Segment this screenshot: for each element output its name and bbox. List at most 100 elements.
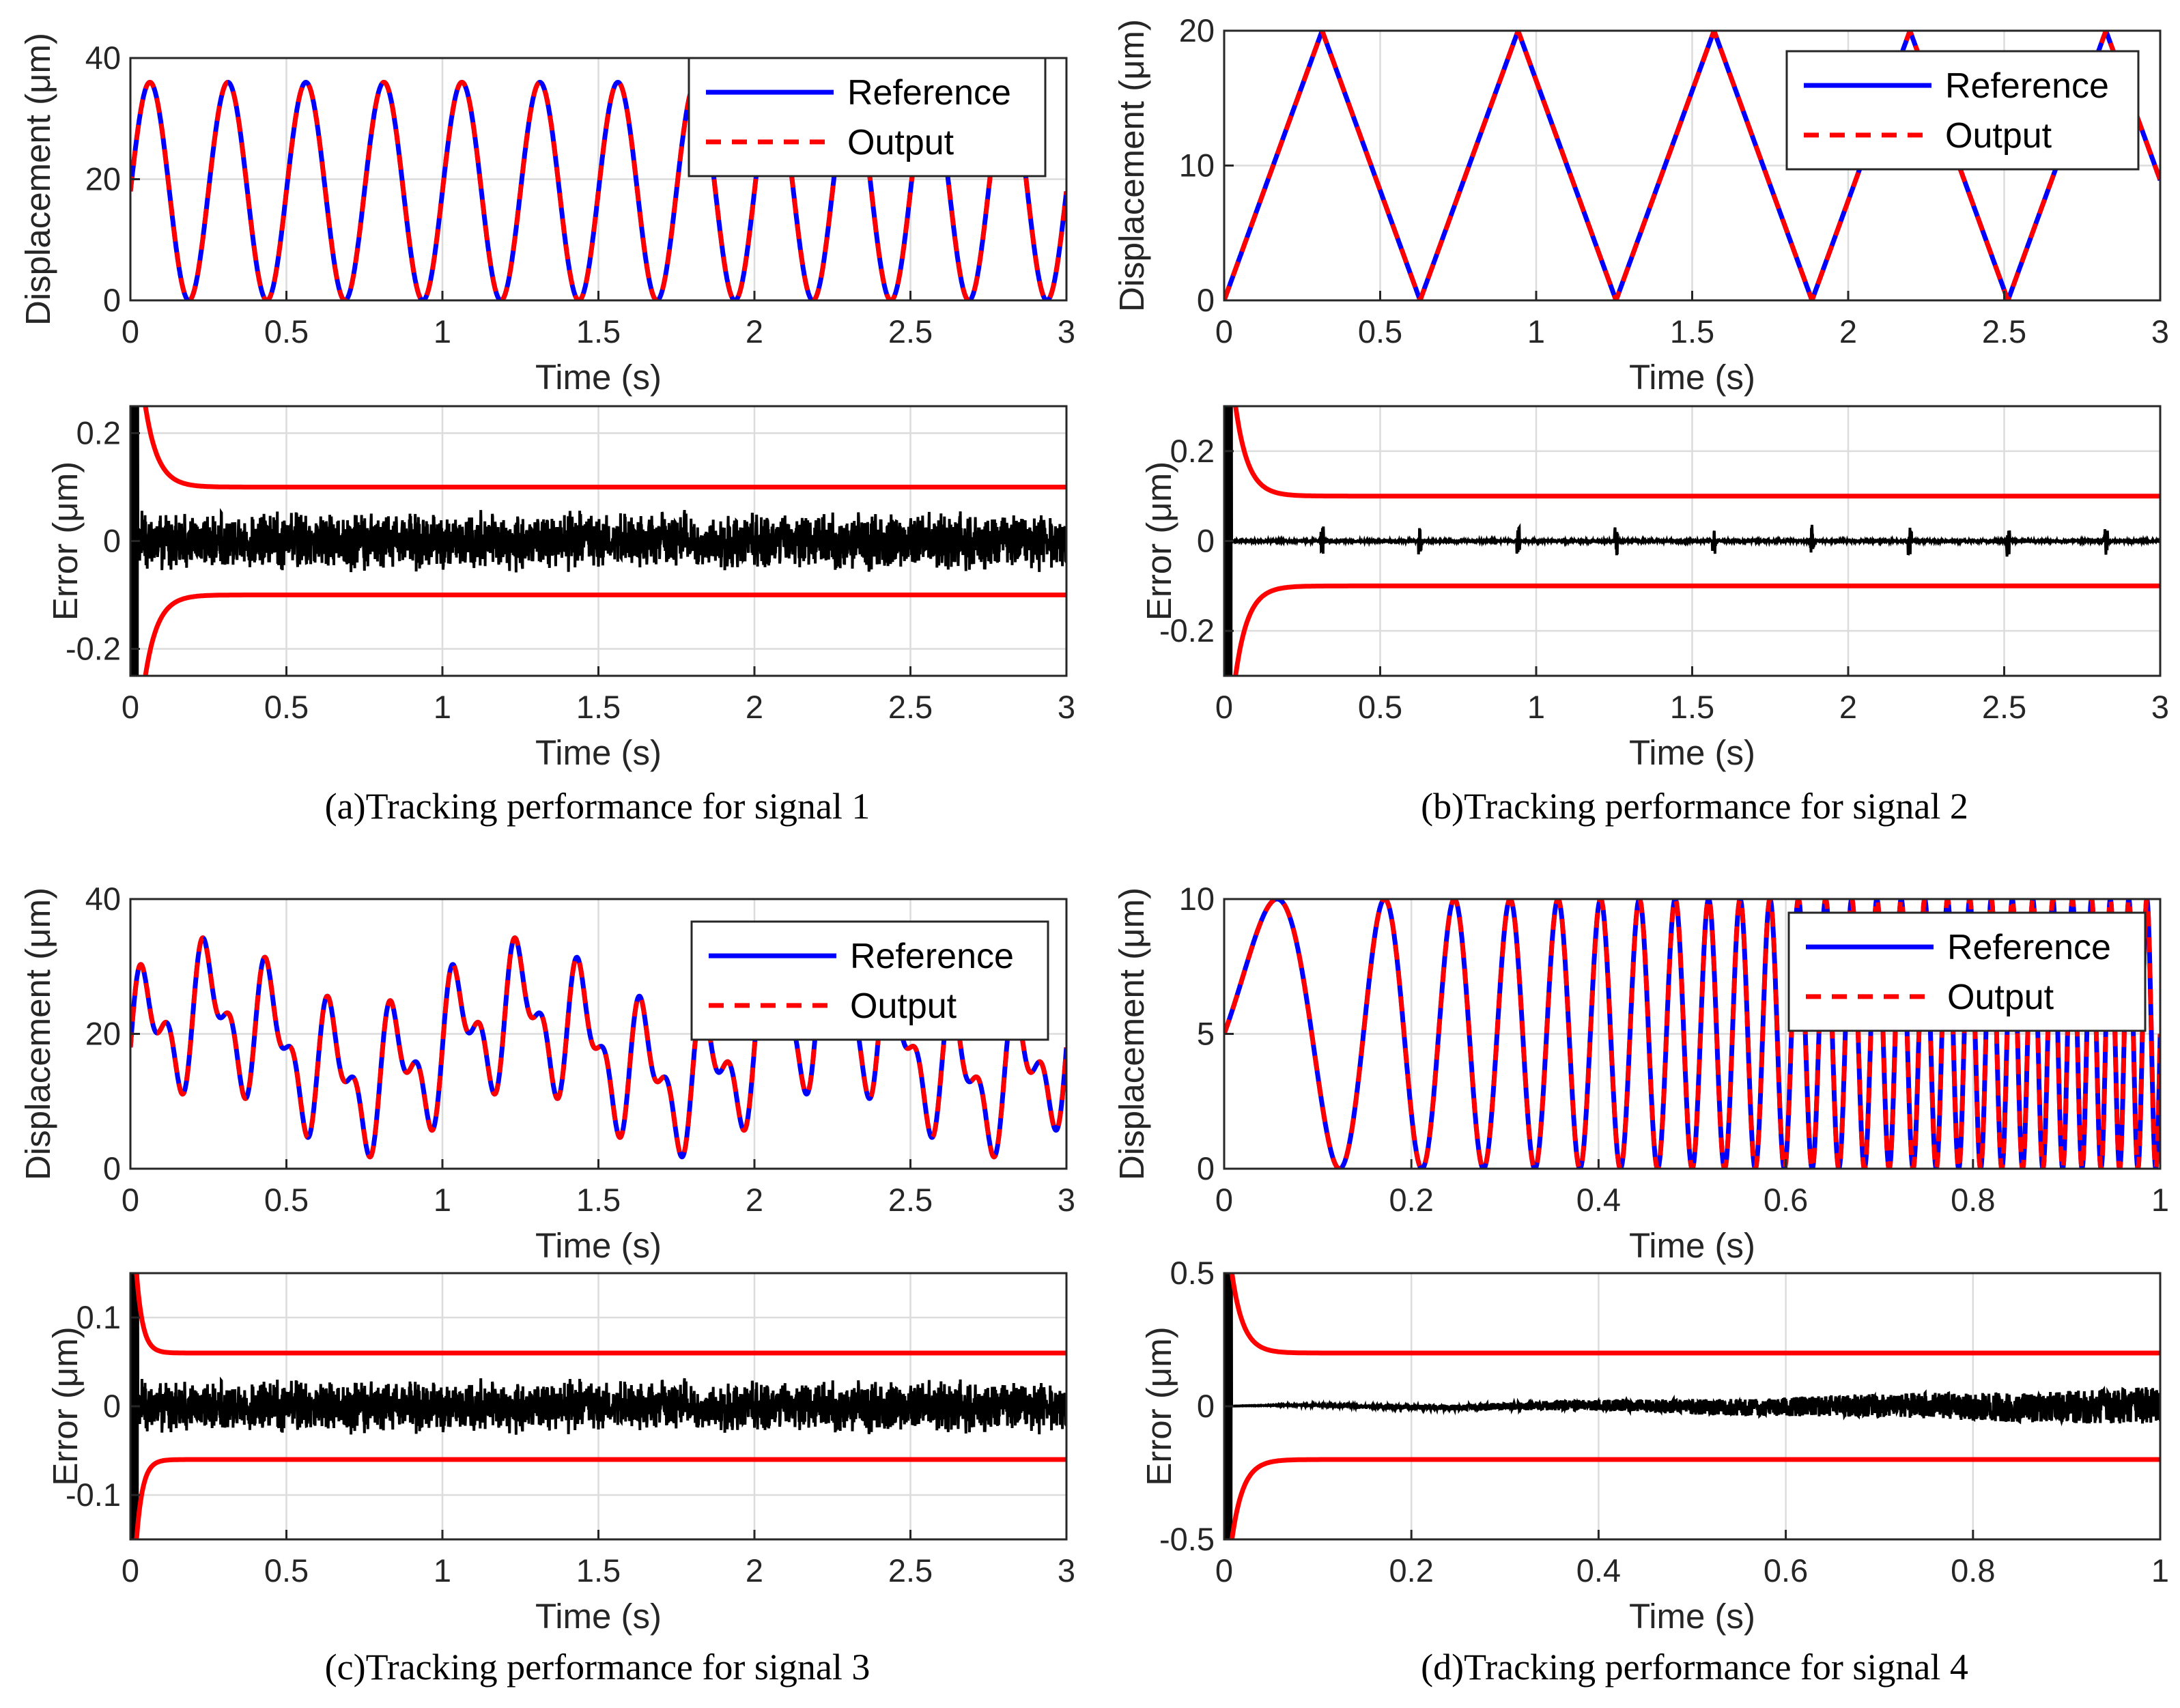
x-tick-label: 0 (122, 1552, 139, 1589)
y-tick-label: 40 (85, 40, 121, 76)
plot-area-a-top (130, 80, 1066, 300)
x-tick-label: 1 (2151, 1552, 2169, 1589)
x-axis-label: Time (s) (1629, 733, 1755, 772)
x-tick-label: 3 (1058, 313, 1075, 350)
caption-d: (d)Tracking performance for signal 4 (1421, 1647, 1968, 1688)
y-tick-label: 10 (1179, 147, 1215, 184)
x-tick-label: 0 (1215, 1552, 1233, 1589)
x-tick-label: 0.5 (264, 1552, 309, 1589)
x-tick-label: 0 (122, 313, 139, 350)
x-tick-label: 0.2 (1389, 1182, 1434, 1218)
x-tick-label: 0.5 (1358, 689, 1402, 725)
y-tick-label: 0.2 (1170, 433, 1215, 469)
y-tick-label: -0.2 (1159, 612, 1215, 649)
x-tick-label: 2.5 (1982, 689, 2026, 725)
x-tick-label: 1.5 (576, 1182, 621, 1218)
plot-area-c-bottom (130, 1273, 1066, 1539)
x-tick-label: 1 (434, 689, 451, 725)
y-tick-label: 0 (103, 1388, 121, 1424)
series-upper-bound (1233, 406, 2160, 499)
legend: Reference Output (690, 920, 1049, 1041)
series-lower-bound (1233, 583, 2160, 676)
legend-box (1787, 911, 2147, 1032)
x-tick-label: 0.8 (1951, 1182, 1995, 1218)
x-tick-label: 1.5 (1670, 313, 1714, 350)
series-lower-bound (134, 1457, 1066, 1539)
x-tick-label: 0.5 (264, 1182, 309, 1218)
y-tick-label: -0.1 (66, 1477, 121, 1513)
y-tick-label: 0 (1197, 1388, 1215, 1424)
x-tick-label: 0.6 (1764, 1182, 1808, 1218)
caption-c: (c)Tracking performance for signal 3 (325, 1647, 870, 1688)
x-tick-label: 0 (1215, 689, 1233, 725)
y-axis-label: Error (μm) (46, 1326, 85, 1485)
legend-label-output: Output (1945, 116, 2052, 156)
y-axis-label: Error (μm) (46, 461, 85, 621)
series-error (1224, 406, 2160, 676)
y-tick-label: 20 (85, 1016, 121, 1052)
plot-area-b-bottom (1224, 406, 2160, 676)
legend-label-output: Output (850, 986, 957, 1026)
legend-label-reference: Reference (847, 73, 1011, 113)
y-tick-label: 0 (103, 1150, 121, 1186)
y-tick-label: 0.1 (76, 1299, 121, 1335)
x-tick-label: 0.2 (1389, 1552, 1434, 1589)
x-tick-label: 0.8 (1951, 1552, 1995, 1589)
x-tick-label: 1 (1527, 313, 1545, 350)
x-tick-label: 3 (1058, 1552, 1075, 1589)
x-tick-label: 0 (1215, 1182, 1233, 1218)
y-tick-label: 0 (1197, 282, 1215, 318)
x-axis-label: Time (s) (535, 733, 662, 772)
series-output (130, 80, 1066, 300)
x-tick-label: 2.5 (888, 1182, 933, 1218)
y-tick-label: -0.5 (1159, 1521, 1215, 1557)
x-tick-label: 0.5 (264, 313, 309, 350)
x-tick-label: 1.5 (576, 313, 621, 350)
series-error (1224, 1273, 2160, 1539)
y-tick-label: 0 (1197, 523, 1215, 559)
y-axis-label: Displacement (μm) (1112, 19, 1151, 312)
y-axis-label: Displacement (μm) (18, 33, 57, 326)
legend-box (690, 920, 1049, 1041)
plot-area-c-top (130, 935, 1066, 1160)
x-tick-label: 0.4 (1576, 1182, 1621, 1218)
series-lower-bound (143, 593, 1066, 676)
x-tick-label: 3 (1058, 1182, 1075, 1218)
series-output (130, 935, 1066, 1160)
y-tick-label: 0.5 (1170, 1255, 1215, 1291)
x-tick-label: 3 (2151, 689, 2169, 725)
y-tick-label: 5 (1197, 1016, 1215, 1052)
x-tick-label: 2 (746, 1552, 763, 1589)
x-tick-label: 2.5 (888, 689, 933, 725)
x-tick-label: 1.5 (576, 1552, 621, 1589)
x-axis-label: Time (s) (535, 1226, 662, 1265)
y-tick-label: 20 (85, 161, 121, 197)
x-tick-label: 0 (1215, 313, 1233, 350)
chart-c-bottom: 0 0.5 1 1.5 2 2.5 3 -0.1 0 0.1 Time (s) Error (μm) (46, 1272, 1075, 1636)
series-lower-bound (1229, 1457, 2160, 1539)
x-tick-label: 1 (2151, 1182, 2169, 1218)
y-axis-label: Displacement (μm) (18, 887, 57, 1180)
x-tick-label: 2 (746, 313, 763, 350)
x-tick-label: 0 (122, 1182, 139, 1218)
y-axis-label: Error (μm) (1139, 1326, 1178, 1485)
x-tick-label: 1.5 (576, 689, 621, 725)
plot-area-b-top (1224, 31, 2160, 300)
legend: Reference Output (1785, 50, 2140, 171)
x-axis-label: Time (s) (1629, 1226, 1755, 1265)
y-tick-label: 0 (103, 523, 121, 559)
legend-label-output: Output (847, 123, 954, 162)
series-error (130, 406, 1066, 676)
legend-label-output: Output (1947, 978, 2054, 1017)
legend-label-reference: Reference (1945, 66, 2109, 106)
plot-area-d-top (1224, 899, 2160, 1169)
x-tick-label: 2.5 (888, 1552, 933, 1589)
chart-c-top: 0 0.5 1 1.5 2 2.5 3 0 20 40 Time (s) Displacement (… (18, 881, 1075, 1265)
y-tick-label: 40 (85, 881, 121, 917)
y-axis-label: Error (μm) (1139, 461, 1178, 621)
legend-box (688, 57, 1047, 177)
chart-b-bottom: 0 0.5 1 1.5 2 2.5 3 -0.2 0 0.2 Time (s) Error (μm) (1139, 405, 2169, 772)
x-tick-label: 0.6 (1764, 1552, 1808, 1589)
